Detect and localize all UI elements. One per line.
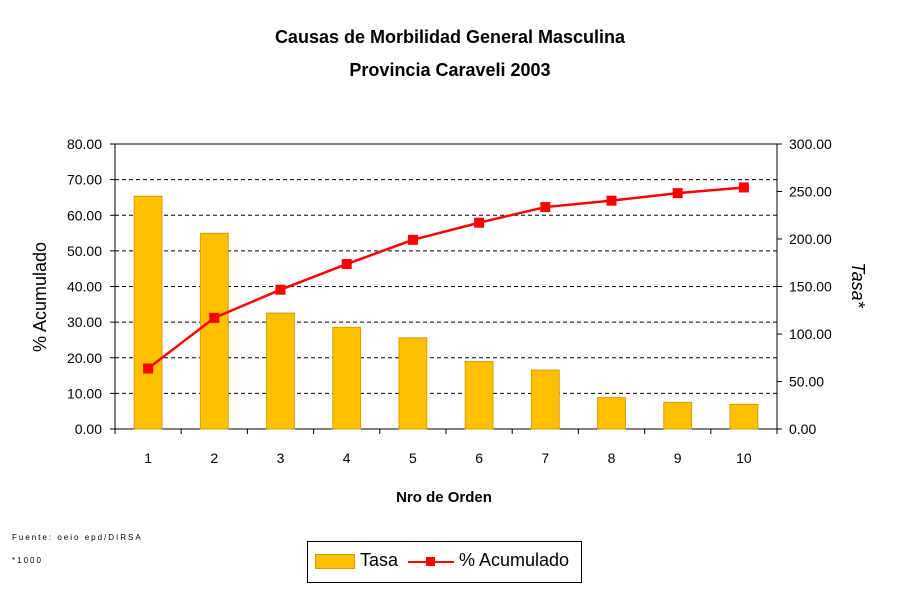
marker-acumulado: [738, 182, 749, 193]
source-note: Fuente: oeio epd/DIRSA: [12, 533, 143, 542]
x-tick-label: 8: [608, 450, 616, 466]
marker-acumulado: [143, 363, 154, 374]
y-left-tick-label: 70.00: [67, 172, 102, 188]
x-tick-label: 1: [144, 450, 152, 466]
chart-subtitle: Provincia Caraveli 2003: [349, 60, 551, 80]
marker-acumulado: [606, 195, 617, 206]
x-tick-label: 2: [210, 450, 218, 466]
marker-acumulado: [407, 234, 418, 245]
y-left-tick-label: 40.00: [67, 279, 102, 295]
y-left-tick-label: 0.00: [75, 421, 102, 437]
x-tick-label: 5: [409, 450, 417, 466]
y-left-tick-label: 10.00: [67, 385, 102, 401]
x-tick-label: 3: [277, 450, 285, 466]
y-left-tick-label: 60.00: [67, 207, 102, 223]
y-right-tick-label: 0.00: [789, 421, 816, 437]
footnote: *1000: [12, 556, 43, 565]
legend-swatch-tasa: [315, 554, 355, 569]
x-tick-label: 6: [475, 450, 483, 466]
x-tick-label: 4: [343, 450, 351, 466]
bar-tasa: [199, 232, 229, 430]
y-right-tick-label: 300.00: [789, 136, 832, 152]
y-left-axis-label: % Acumulado: [30, 242, 50, 352]
bar-tasa: [266, 312, 295, 430]
bar-tasa: [133, 195, 163, 430]
y-right-tick-label: 200.00: [789, 231, 832, 247]
bar-tasa: [464, 361, 494, 430]
y-left-tick-label: 30.00: [67, 314, 102, 330]
marker-acumulado: [275, 284, 286, 295]
bar-tasa: [332, 326, 362, 430]
marker-acumulado: [209, 312, 220, 323]
bar-tasa: [530, 369, 560, 430]
marker-acumulado: [341, 259, 352, 270]
legend-label-acumulado: % Acumulado: [459, 550, 570, 570]
bar-tasa: [663, 401, 693, 430]
legend-marker-acumulado: [426, 557, 435, 566]
y-right-axis-label: Tasa*: [848, 262, 868, 308]
x-tick-label: 7: [541, 450, 549, 466]
bar-tasa: [398, 337, 428, 430]
x-tick-label: 10: [736, 450, 752, 466]
chart-title: Causas de Morbilidad General Masculina: [274, 27, 626, 47]
marker-acumulado: [672, 188, 683, 199]
bar-tasa: [597, 397, 626, 430]
marker-acumulado: [540, 202, 551, 213]
y-left-tick-label: 50.00: [67, 243, 102, 259]
marker-acumulado: [474, 217, 485, 228]
line-acumulado: [147, 186, 745, 370]
legend-label-tasa: Tasa: [360, 550, 399, 570]
y-right-tick-label: 100.00: [789, 326, 832, 342]
y-right-tick-label: 50.00: [789, 374, 824, 390]
y-right-tick-label: 150.00: [789, 279, 832, 295]
bar-tasa: [729, 403, 759, 430]
x-axis-label: Nro de Orden: [396, 489, 492, 506]
y-left-tick-label: 80.00: [67, 136, 102, 152]
legend: Tasa % Acumulado: [307, 541, 582, 583]
x-tick-label: 9: [674, 450, 682, 466]
y-left-tick-label: 20.00: [67, 350, 102, 366]
y-right-tick-label: 250.00: [789, 184, 832, 200]
